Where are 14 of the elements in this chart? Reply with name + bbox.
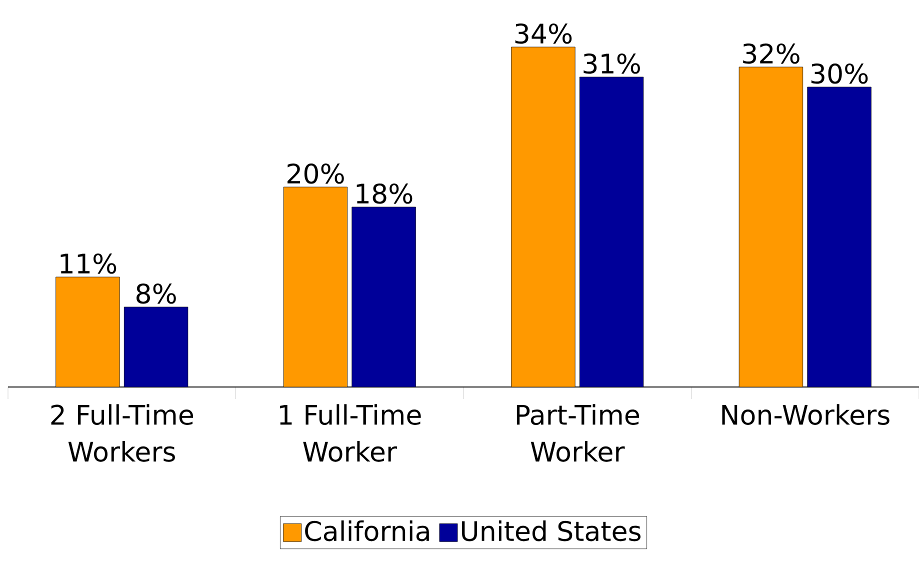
data-label: 8% [136, 283, 176, 304]
data-label: 11% [60, 253, 116, 274]
data-label: 32% [743, 43, 800, 64]
x-tick-label: Non-Workers [722, 404, 890, 425]
data-label: 30% [811, 63, 868, 84]
legend-label: United States [462, 520, 641, 542]
x-tick-label: 2 Full-Time Workers [51, 404, 194, 462]
legend-label: California [305, 520, 429, 542]
x-tick-label: 1 Full-Time Worker [280, 404, 421, 462]
data-label: 20% [288, 163, 344, 184]
x-tick-label: Part-Time Worker [516, 404, 640, 462]
data-label: 31% [584, 53, 640, 74]
data-label: 34% [515, 23, 572, 44]
data-label: 18% [356, 183, 412, 204]
